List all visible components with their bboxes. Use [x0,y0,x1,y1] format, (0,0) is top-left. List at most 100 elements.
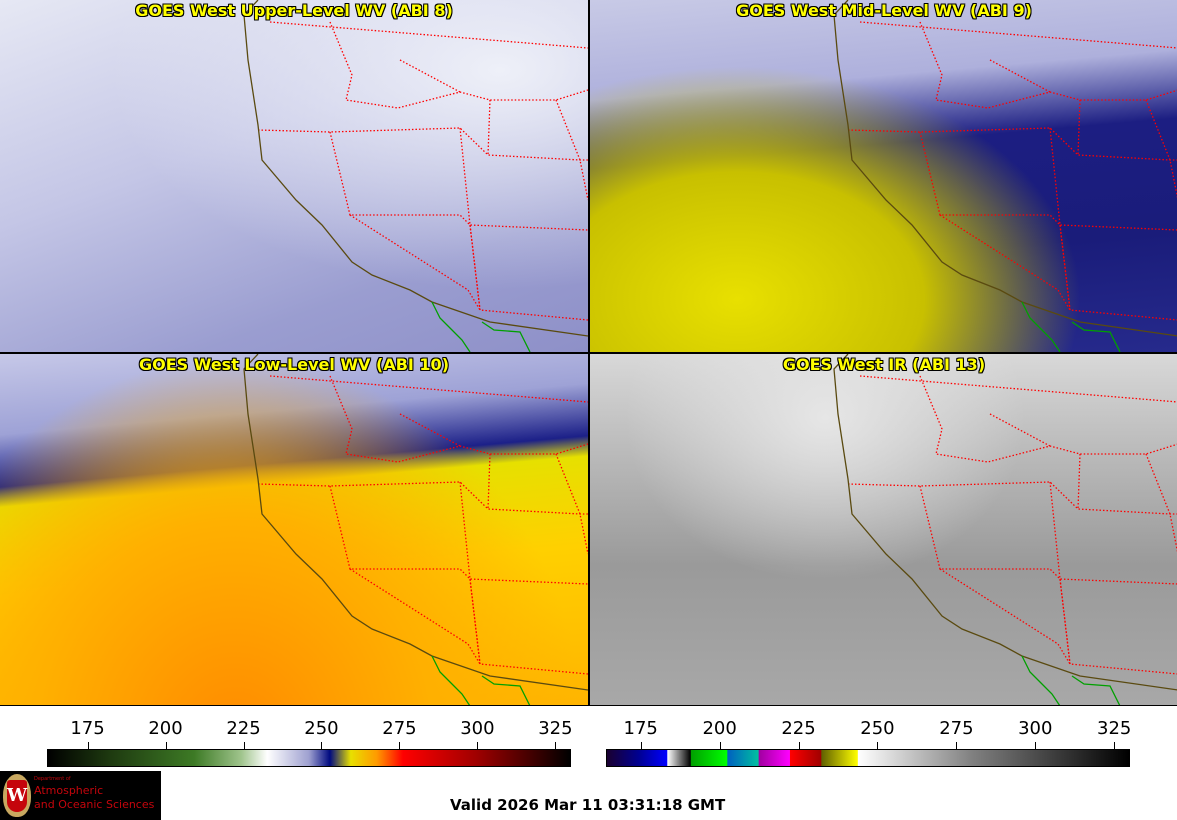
colorbar-tick [640,742,642,749]
state-border [1059,578,1177,675]
panel-mid-level-wv: GOES West Mid-Level WV (ABI 9) [590,0,1177,352]
state-border [919,375,1177,463]
state-border [1059,224,1177,321]
state-border [269,21,588,49]
colorbar-tick [165,742,167,749]
state-border [349,214,481,311]
colorbar-tick [719,742,721,749]
state-border [859,21,1177,49]
colorbar-tick-label: 275 [939,718,974,739]
map-overlay [833,354,1177,706]
state-border [329,21,588,109]
panel-divider-horizontal [0,352,1177,354]
baja-coastline [1071,321,1121,352]
colorbar-tick-label: 325 [538,718,573,739]
colorbar-tick-label: 275 [382,718,417,739]
logo-line1: Atmospheric [34,784,104,797]
panel-title: GOES West Low-Level WV (ABI 10) [138,355,449,374]
colorbar-tick-label: 175 [623,718,658,739]
state-border [469,578,588,675]
map-overlay [243,354,588,706]
colorbar-water-vapor [47,749,571,767]
colorbar-tick-label: 300 [460,718,495,739]
colorbar-tick [877,742,879,749]
state-border [1049,481,1071,665]
state-border [1145,99,1177,199]
state-border [919,131,1177,231]
colorbar-tick-label: 325 [1097,718,1132,739]
state-border [847,127,1177,161]
state-border [939,214,1071,311]
aos-logo: W Department of Atmospheric and Oceanic … [0,771,161,820]
state-border [859,375,1177,403]
state-border [847,481,1177,515]
coastline [243,0,588,337]
state-border [939,568,1071,665]
baja-coastline [481,675,531,706]
state-border [989,413,1051,447]
state-border [459,127,481,311]
colorbar-tick [87,742,89,749]
colorbar-tick [243,742,245,749]
colorbar-tick [956,742,958,749]
coastline [833,0,1177,337]
state-border [329,375,588,463]
state-border [919,485,1177,585]
state-border [555,453,588,555]
state-border [1145,453,1177,553]
mexico-coastline [431,301,471,352]
logo-dept: Department of [34,776,71,782]
coastline [243,354,588,691]
state-border [349,568,481,665]
colorbar-tick-label: 200 [702,718,737,739]
panel-ir: GOES West IR (ABI 13) [590,354,1177,706]
uw-crest-icon: W [3,774,31,817]
colorbar-tick-label: 200 [148,718,183,739]
state-border [989,59,1051,93]
colorbar-tick-label: 300 [1018,718,1053,739]
state-border [269,375,588,403]
baja-coastline [1071,675,1121,706]
state-border [1077,453,1081,510]
state-border [1077,99,1081,156]
logo-line2: and Oceanic Sciences [34,798,155,811]
state-border [257,127,588,161]
state-border [555,99,588,201]
colorbar-tick [477,742,479,749]
colorbar-tick-label: 175 [70,718,105,739]
colorbar-tick-label: 250 [860,718,895,739]
colorbar-tick [798,742,800,749]
colorbar-tick [1114,742,1116,749]
valid-time: Valid 2026 Mar 11 03:31:18 GMT [450,796,726,814]
state-border [1049,127,1071,311]
state-border [399,413,461,447]
state-border [257,481,588,515]
state-border [399,59,461,93]
state-border [919,21,1177,109]
mexico-coastline [1021,655,1061,706]
colorbar-tick-label: 225 [781,718,816,739]
baja-coastline [481,321,531,352]
panel-low-level-wv: GOES West Low-Level WV (ABI 10) [0,354,588,706]
colorbar-tick [321,742,323,749]
panel-title: GOES West Upper-Level WV (ABI 8) [135,1,453,20]
map-overlay [833,0,1177,352]
mexico-coastline [431,655,471,706]
colorbar-tick [555,742,557,749]
colorbar-tick [1035,742,1037,749]
mexico-coastline [1021,301,1061,352]
state-border [329,485,588,585]
map-overlay [243,0,588,352]
panel-title: GOES West IR (ABI 13) [782,355,986,374]
coastline [833,354,1177,691]
colorbar-tick-label: 225 [226,718,261,739]
colorbar-infrared [606,749,1130,767]
state-border [487,99,491,156]
panel-title: GOES West Mid-Level WV (ABI 9) [736,1,1032,20]
colorbar-tick-label: 250 [304,718,339,739]
colorbar-tick [399,742,401,749]
state-border [469,224,588,321]
state-border [329,131,588,231]
panel-divider-bottom [0,705,1177,706]
state-border [487,453,491,510]
